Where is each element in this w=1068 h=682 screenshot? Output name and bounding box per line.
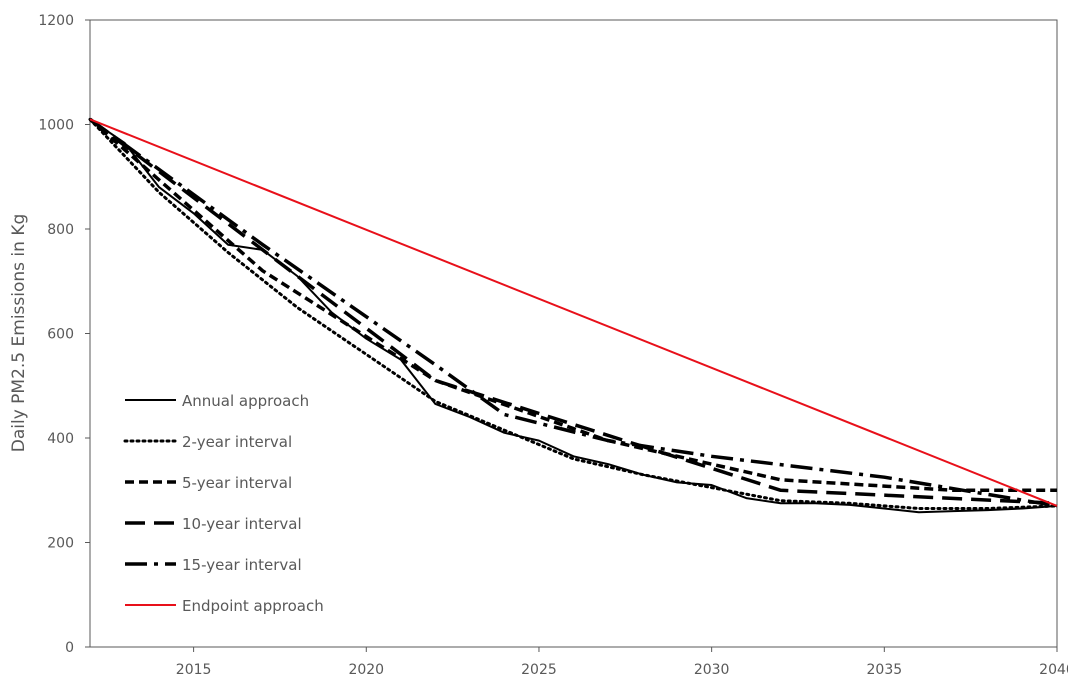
y-axis-label: Daily PM2.5 Emissions in Kg [9, 214, 29, 453]
series-line-2-year-interval [88, 117, 1059, 510]
legend: Annual approach 2-year interval 5-year int… [123, 392, 324, 615]
y-axis-ticks: 0 200 400 600 800 1000 1200 [38, 13, 90, 656]
x-tick-label: 2040 [1039, 662, 1068, 678]
y-tick-label: 200 [47, 536, 74, 552]
x-tick-label: 2015 [176, 662, 212, 678]
legend-label: 5-year interval [182, 474, 292, 492]
legend-label: 15-year interval [182, 556, 302, 574]
x-tick-label: 2030 [694, 662, 730, 678]
plot-area-frame [89, 19, 1058, 648]
y-tick-label: 400 [47, 431, 74, 447]
x-tick-label: 2035 [867, 662, 903, 678]
legend-label: Annual approach [182, 392, 309, 410]
legend-label: 2-year interval [182, 433, 292, 451]
x-tick-label: 2025 [521, 662, 557, 678]
series-line-endpoint-approach [89, 118, 1058, 507]
legend-label: 10-year interval [182, 515, 302, 533]
y-tick-label: 1000 [38, 118, 74, 134]
series-line-15-year-interval [88, 117, 1058, 508]
x-tick-label: 2020 [348, 662, 384, 678]
y-tick-label: 600 [47, 327, 74, 343]
series-lines [88, 117, 1059, 514]
y-tick-label: 1200 [38, 13, 74, 29]
y-tick-label: 800 [47, 222, 74, 238]
series-line-annual-approach [89, 118, 1058, 514]
x-axis-ticks: 2015 2020 2025 2030 2035 2040 [176, 647, 1068, 678]
y-tick-label: 0 [65, 640, 74, 656]
legend-label: Endpoint approach [182, 597, 324, 615]
series-line-10-year-interval [88, 117, 1058, 506]
